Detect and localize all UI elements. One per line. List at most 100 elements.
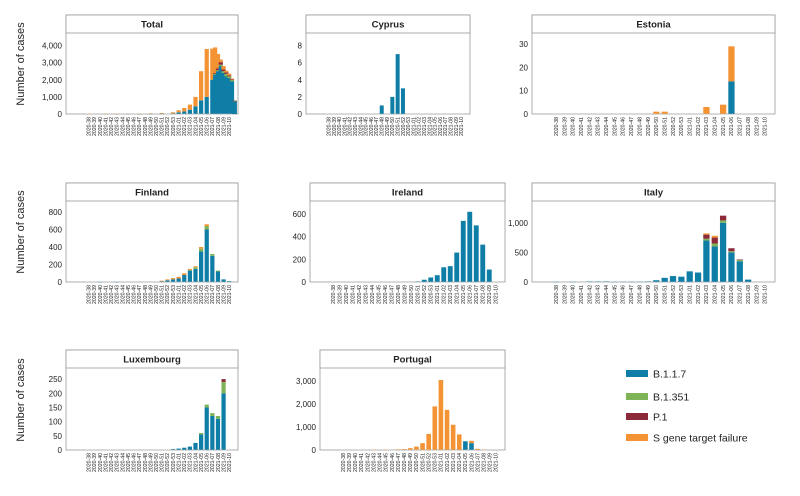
x-tick-label: 2021-02 (442, 285, 448, 304)
x-tick-label: 2021-07 (738, 117, 744, 136)
x-tick-label: 2021-02 (182, 453, 188, 472)
bar-segment-b1351 (215, 70, 221, 72)
x-tick-label: 2021-04 (455, 285, 461, 304)
bar-segment-sgtf (170, 278, 176, 280)
x-tick-label: 2020-38 (87, 453, 93, 472)
bar-segment-sgtf (456, 434, 462, 450)
bar-segment-b1351 (736, 260, 743, 262)
x-tick-label: 2021-03 (451, 453, 457, 472)
x-tick-label: 2020-41 (579, 285, 585, 304)
bar-segment-b117 (204, 407, 209, 450)
x-tick-label: 2020-46 (390, 453, 396, 472)
bar-segment-sgtf (182, 273, 187, 275)
x-tick-label: 2020-50 (654, 117, 660, 136)
x-tick-label: 2020-44 (120, 117, 126, 136)
x-tick-label: 2020-46 (621, 117, 627, 136)
x-tick-label: 2020-42 (365, 453, 371, 472)
bar-segment-b1351 (193, 267, 198, 269)
bar-segment-sgtf (719, 104, 727, 114)
x-tick-label: 2020-43 (596, 285, 602, 304)
legend-swatch-sgtf (626, 434, 648, 441)
bar-segment-p1 (703, 234, 710, 239)
x-tick-label: 2020-41 (359, 453, 365, 472)
x-tick-label: 2021-09 (488, 453, 494, 472)
x-tick-label: 2021-05 (721, 285, 727, 304)
x-tick-label: 2021-04 (713, 285, 719, 304)
x-tick-label: 2021-03 (422, 117, 428, 136)
bar-segment-b117 (728, 81, 735, 114)
bar-segment-sgtf (148, 113, 153, 114)
x-tick-label: 2020-39 (332, 117, 338, 136)
x-tick-label: 2020-47 (396, 453, 402, 472)
y-tick-label: 400 (293, 233, 307, 242)
bar-segment-sgtf (187, 104, 192, 110)
bar-segment-b117 (227, 78, 232, 114)
bar-segment-b1351 (210, 413, 215, 416)
x-tick-label: 2021-10 (227, 285, 233, 304)
x-tick-label: 2020-48 (143, 285, 149, 304)
bar-segment-b117 (210, 415, 215, 450)
bar-segment-b117 (204, 96, 209, 114)
bar-segment-p1 (728, 248, 735, 252)
x-tick-label: 2021-08 (216, 285, 222, 304)
legend-label-b117: B.1.1.7 (653, 369, 686, 381)
x-tick-label: 2020-48 (143, 117, 149, 136)
y-tick-label: 6 (298, 59, 303, 68)
x-tick-label: 2020-45 (364, 117, 370, 136)
bar-segment-sgtf (420, 443, 425, 450)
y-tick-label: 3,000 (296, 377, 317, 386)
y-tick-label: 0 (58, 446, 63, 455)
bar-segment-sgtf (426, 433, 431, 450)
bar-segment-b1351 (204, 404, 209, 408)
bar-segment-b117 (653, 280, 660, 282)
x-tick-label: 2020-43 (596, 117, 602, 136)
bar-segment-sgtf (176, 110, 181, 113)
bar-segment-sgtf (193, 266, 198, 268)
x-tick-label: 2020-50 (154, 453, 160, 472)
bar-segment-b117 (467, 211, 473, 282)
panel-total: Total 0 1,000 2,000 3,000 4,000 2020-38 2020-39… (42, 14, 239, 136)
panel-title: Ireland (392, 188, 423, 199)
x-tick-label: 2020-48 (637, 117, 643, 136)
y-tick-label: 200 (49, 389, 63, 398)
x-tick-label: 2020-39 (562, 117, 568, 136)
x-tick-label: 2020-53 (679, 285, 685, 304)
x-tick-label: 2020-45 (126, 285, 132, 304)
x-tick-label: 2020-51 (160, 453, 166, 472)
bar-segment-sgtf (204, 224, 209, 226)
x-tick-label: 2021-01 (688, 285, 694, 304)
bar-segment-sgtf (199, 71, 204, 101)
bar-segment-b117 (390, 96, 395, 114)
bar-segment-b117 (379, 105, 384, 114)
x-tick-label: 2020-40 (344, 285, 350, 304)
x-tick-label: 2021-09 (221, 453, 227, 472)
bar-segment-b117 (170, 279, 176, 282)
legend-label-sgtf: S gene target failure (653, 433, 748, 445)
x-tick-label: 2020-41 (103, 285, 109, 304)
x-tick-label: 2020-48 (402, 453, 408, 472)
bar-segment-b1351 (221, 381, 226, 394)
x-tick-label: 2020-53 (171, 453, 177, 472)
x-tick-label: 2021-04 (193, 285, 199, 304)
x-tick-label: 2021-01 (435, 285, 441, 304)
bar-segment-b117 (415, 281, 421, 283)
x-tick-label: 2021-07 (475, 453, 481, 472)
x-tick-label: 2021-04 (713, 117, 719, 136)
bar-segment-sgtf (653, 111, 660, 114)
bar-segment-b117 (187, 446, 192, 450)
x-tick-label: 2020-46 (132, 285, 138, 304)
bar-segment-b117 (170, 449, 176, 450)
x-tick-label: 2021-02 (182, 285, 188, 304)
x-tick-label: 2020-41 (579, 117, 585, 136)
x-tick-label: 2020-48 (143, 453, 149, 472)
bar-segment-b117 (182, 275, 187, 282)
bar-segment-sgtf (224, 70, 229, 73)
bar-segment-b1351 (210, 79, 215, 81)
bar-segment-b117 (703, 240, 710, 282)
bar-segment-b117 (603, 281, 610, 283)
panel-title: Cyprus (372, 20, 405, 31)
y-tick-label: 0 (302, 278, 307, 287)
x-tick-label: 2020-43 (364, 285, 370, 304)
x-tick-label: 2020-42 (587, 117, 593, 136)
